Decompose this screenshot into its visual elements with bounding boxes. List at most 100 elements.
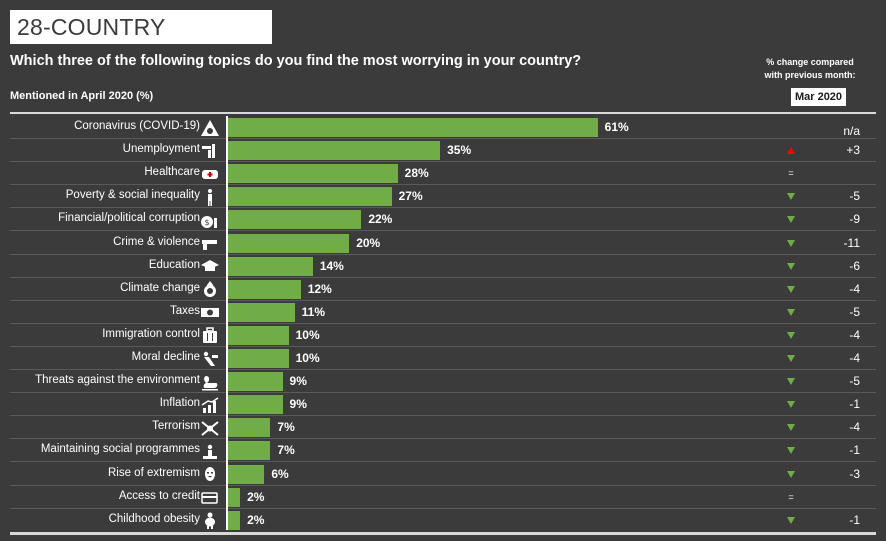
bar bbox=[228, 325, 289, 345]
bar bbox=[228, 441, 271, 461]
category-label: Immigration control bbox=[102, 327, 200, 340]
job-cut-icon bbox=[198, 141, 222, 160]
row-divider bbox=[10, 207, 876, 209]
burning-globe-icon bbox=[198, 280, 222, 299]
chart-row: Poverty & social inequality 27% -5 bbox=[10, 185, 876, 209]
down-arrow-icon bbox=[786, 329, 796, 339]
terrorism-icon bbox=[198, 418, 222, 437]
credit-card-icon bbox=[198, 488, 222, 507]
down-arrow-icon bbox=[786, 375, 796, 386]
bar bbox=[228, 372, 283, 392]
change-value: -5 bbox=[849, 189, 860, 204]
bar bbox=[228, 464, 265, 484]
moral-decline-icon bbox=[198, 349, 222, 368]
chart-row: Terrorism 7% -4 bbox=[10, 416, 876, 440]
bar-value-label: 22% bbox=[368, 212, 393, 227]
obese-child-icon bbox=[198, 511, 222, 530]
chart-row: Access to credit 2% = bbox=[10, 486, 876, 509]
luggage-icon bbox=[198, 326, 222, 345]
chart-row: Crime & violence 20% -11 bbox=[10, 232, 876, 255]
value-axis bbox=[226, 116, 228, 530]
chart-row: Education 14% -6 bbox=[10, 255, 876, 278]
row-divider bbox=[10, 184, 876, 186]
category-label: Coronavirus (COVID-19) bbox=[74, 120, 200, 132]
polluted-swan-icon bbox=[198, 372, 222, 391]
change-value: -4 bbox=[849, 281, 860, 296]
down-arrow-icon bbox=[786, 237, 796, 247]
chart-row: Healthcare 28% = bbox=[10, 162, 876, 186]
category-label: Climate change bbox=[120, 281, 200, 294]
bar-value-label: 14% bbox=[319, 258, 344, 273]
top-rule bbox=[10, 112, 876, 114]
change-note-line2: with previous month: bbox=[764, 70, 856, 80]
bar-value-label: 61% bbox=[604, 120, 629, 134]
down-arrow-icon bbox=[786, 444, 796, 455]
category-label: Financial/political corruption bbox=[58, 212, 200, 225]
extremist-mask-icon bbox=[198, 465, 222, 484]
chart-row: Financial/political corruption $22% -9 bbox=[10, 208, 876, 232]
category-label: Terrorism bbox=[152, 420, 200, 433]
comparison-month: Mar 2020 bbox=[791, 88, 846, 106]
change-value: -5 bbox=[849, 304, 860, 319]
bar-value-label: 11% bbox=[301, 304, 326, 319]
bar-value-label: 6% bbox=[271, 466, 289, 481]
category-label: Poverty & social inequality bbox=[65, 189, 200, 202]
change-value: -5 bbox=[849, 374, 860, 389]
chart-title: 28-COUNTRY AVERAGE bbox=[10, 10, 272, 74]
no-change-icon: = bbox=[788, 491, 794, 502]
down-arrow-icon bbox=[786, 468, 796, 478]
change-value: -9 bbox=[849, 212, 860, 227]
chart-row: Taxes 11% -5 bbox=[10, 301, 876, 324]
bar-value-label: 2% bbox=[247, 489, 265, 504]
row-divider bbox=[10, 415, 876, 417]
bar-value-label: 9% bbox=[289, 374, 307, 389]
chart-row: Maintaining social programmes 7% -1 bbox=[10, 439, 876, 463]
change-value: -3 bbox=[849, 466, 860, 481]
bar bbox=[228, 349, 289, 368]
bar-value-label: 20% bbox=[356, 235, 381, 250]
down-arrow-icon bbox=[786, 398, 796, 409]
bar-value-label: 35% bbox=[447, 143, 472, 158]
row-divider bbox=[10, 322, 876, 324]
down-arrow-icon bbox=[786, 306, 796, 316]
bar bbox=[228, 279, 301, 299]
bar-value-label: 27% bbox=[398, 189, 423, 204]
row-divider bbox=[10, 138, 876, 139]
change-value: -1 bbox=[849, 512, 860, 527]
row-divider bbox=[10, 461, 876, 463]
down-arrow-icon bbox=[786, 213, 796, 224]
row-divider bbox=[10, 507, 876, 509]
bar bbox=[228, 256, 313, 276]
change-note-line1: % change compared bbox=[766, 57, 854, 67]
bar-value-label: 10% bbox=[295, 327, 320, 342]
bar-value-label: 28% bbox=[404, 166, 429, 181]
graduation-cap-icon bbox=[198, 257, 222, 276]
chart-row: Immigration control 10% -4 bbox=[10, 324, 876, 347]
change-value: -4 bbox=[849, 351, 860, 365]
chart-row: Rise of extremism 6% -3 bbox=[10, 463, 876, 486]
down-arrow-icon bbox=[786, 283, 796, 293]
down-arrow-icon bbox=[786, 190, 796, 201]
row-divider bbox=[10, 369, 876, 370]
poor-person-icon bbox=[198, 187, 222, 206]
change-value: -6 bbox=[849, 258, 860, 273]
chart-row: Inflation 9% -1 bbox=[10, 393, 876, 417]
category-label: Childhood obesity bbox=[108, 512, 200, 525]
chart-row: Moral decline 10% -4 bbox=[10, 347, 876, 370]
down-arrow-icon bbox=[786, 260, 796, 270]
category-label: Threats against the environment bbox=[35, 374, 200, 387]
money-bag-icon: $ bbox=[198, 210, 222, 229]
bar bbox=[228, 233, 350, 253]
change-value: -1 bbox=[849, 443, 860, 458]
bar bbox=[228, 141, 441, 161]
row-divider bbox=[10, 299, 876, 301]
down-arrow-icon bbox=[786, 514, 796, 524]
category-label: Rise of extremism bbox=[107, 466, 200, 479]
chart-row: Unemployment 35% +3 bbox=[10, 139, 876, 163]
bar-value-label: 2% bbox=[247, 512, 265, 527]
bar bbox=[228, 487, 241, 507]
bar-value-label: 7% bbox=[277, 443, 295, 458]
row-divider bbox=[10, 276, 876, 278]
chart-row: Threats against the environment 9% -5 bbox=[10, 370, 876, 394]
up-arrow-icon bbox=[786, 144, 796, 155]
